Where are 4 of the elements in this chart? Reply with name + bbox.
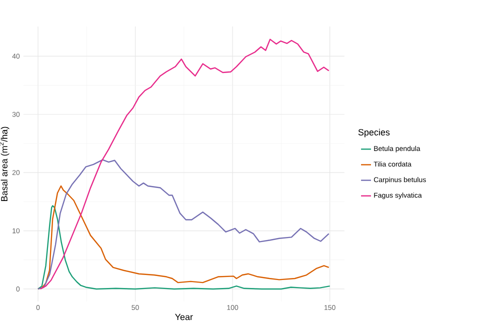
- x-axis-title: Year: [175, 314, 193, 320]
- line-series: [37, 205, 330, 290]
- legend-title: Species: [358, 128, 390, 138]
- line-series: [37, 159, 330, 290]
